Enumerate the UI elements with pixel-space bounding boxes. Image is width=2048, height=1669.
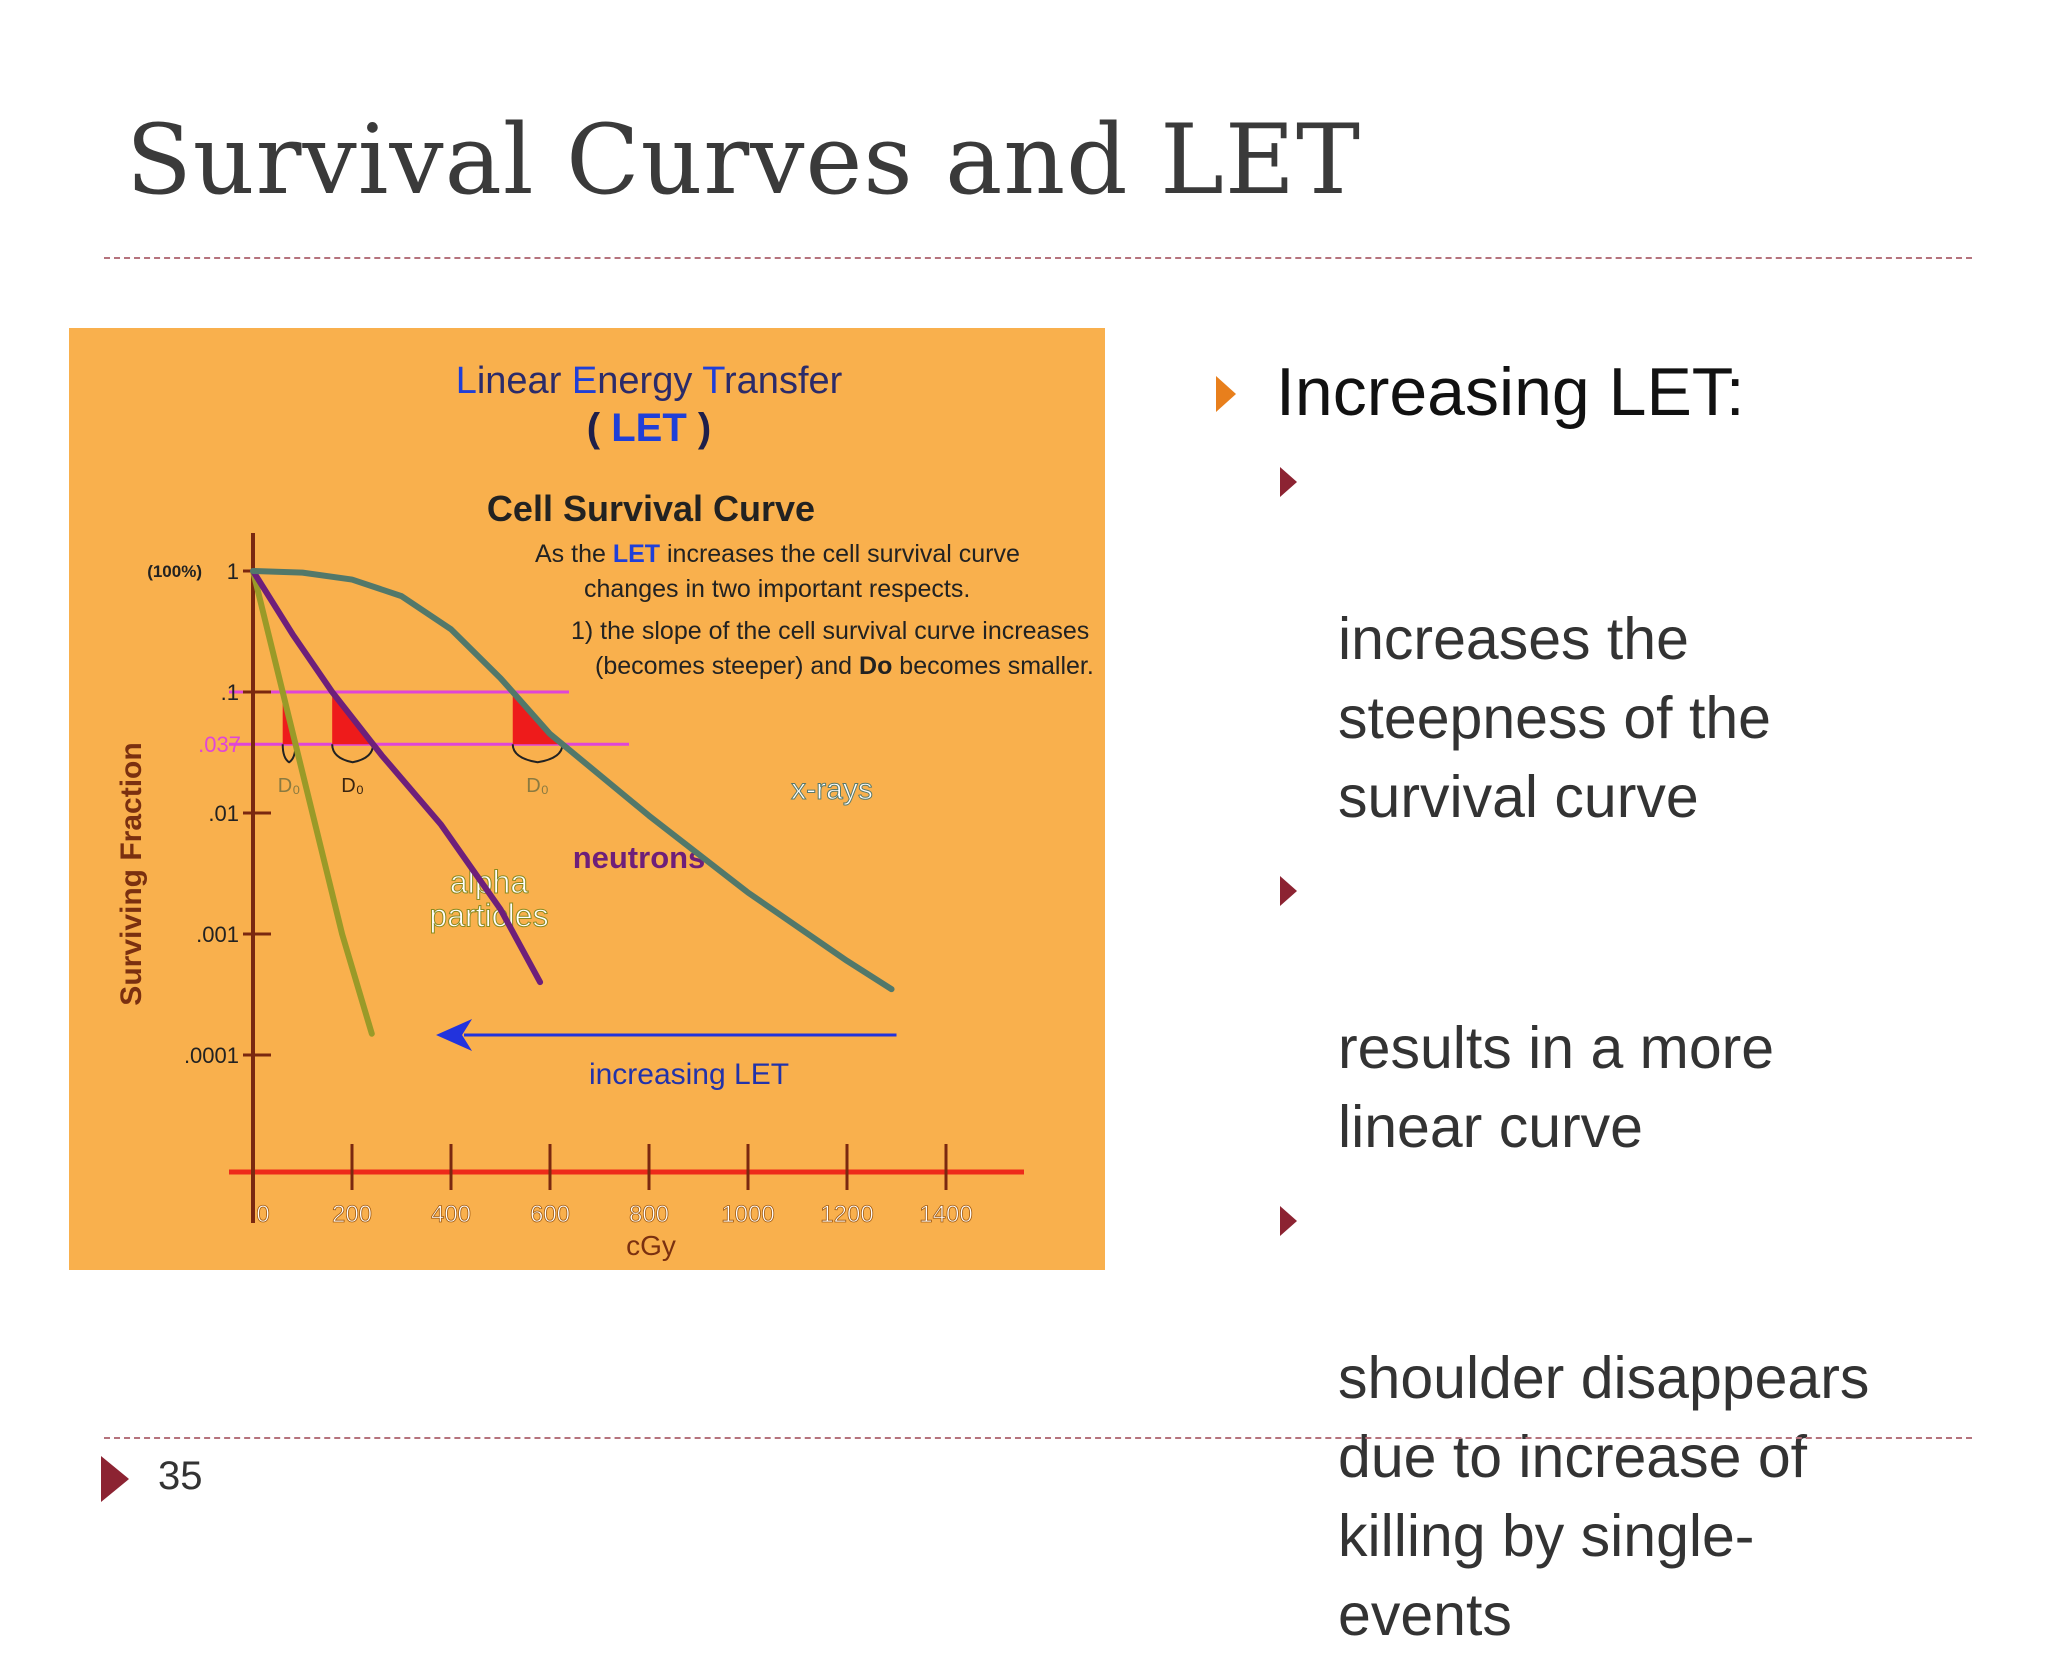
chart-panel: Linear Energy Transfer ( LET ) Cell Surv… [69, 328, 1105, 1270]
x-axis-label: cGy [626, 1230, 676, 1261]
maroon-triangle-bullet-icon [1280, 467, 1297, 497]
chart-subtitle: ( LET ) [587, 406, 711, 450]
chart-title-part: nergy [597, 360, 702, 402]
increasing-let-label: increasing LET [589, 1058, 789, 1091]
survival-curve-chart: Linear Energy Transfer ( LET ) Cell Surv… [115, 360, 1094, 1261]
d0-label: D₀ [278, 775, 301, 797]
x-tick-label: 1400 [919, 1201, 972, 1228]
series-label-line: x-rays [791, 773, 873, 806]
chart-title-part: T [702, 360, 725, 402]
maroon-triangle-bullet-icon [1280, 876, 1297, 906]
series-label: alpha particles [429, 864, 548, 934]
x-tick-label: 400 [431, 1201, 471, 1228]
page-number: 35 [158, 1454, 203, 1498]
plot-area: .037 D₀ D₀ D₀ 0 200 400 600 800 1000 1200 1400 1 .1 .0… [147, 533, 1024, 1228]
x-tick-label: 200 [332, 1201, 372, 1228]
d0-label: D₀ [526, 775, 549, 797]
reference-level-label: .037 [198, 732, 241, 757]
bullet-heading-text: Increasing LET: [1276, 354, 1745, 430]
sub-bullet-text: increases the steepness of the survival … [1338, 606, 1771, 830]
chart-title-part: E [572, 360, 597, 402]
slide-title: Survival Curves and LET [126, 104, 1361, 216]
d0-shaded-region [332, 692, 374, 745]
footer-divider [104, 1437, 1972, 1439]
chart-heading: Cell Survival Curve [487, 488, 815, 529]
chart-note-line-3: 1) the slope of the cell survival curve … [571, 617, 1089, 645]
sub-bullet: shoulder disappears due to increase of k… [1276, 1181, 1990, 1655]
x-tick-label: 800 [629, 1201, 669, 1228]
y-tick-label: .0001 [184, 1043, 239, 1068]
chart-note-line-1: As the LET increases the cell survival c… [535, 540, 1020, 568]
y-axis-label: Surviving Fraction [115, 742, 148, 1005]
d0-label: D₀ [341, 775, 364, 797]
x-tick-label: 0 [256, 1201, 269, 1228]
d0-bracket [511, 744, 564, 764]
chart-title-part: L [456, 360, 477, 402]
series-line-neutrons [250, 568, 544, 986]
bullet-list: Increasing LET: increases the steepness … [1210, 352, 1990, 1669]
d0-bracket [331, 744, 375, 764]
chart-note-line-4: (becomes steeper) and Do becomes smaller… [595, 652, 1094, 680]
sub-bullet: results in a more linear curve [1276, 851, 1990, 1167]
footer-arrow-icon [101, 1456, 129, 1502]
x-tick-label: 1000 [721, 1201, 774, 1228]
chart-title-part: ransfer [724, 360, 843, 402]
increasing-let-arrowhead-icon [436, 1019, 473, 1051]
sub-bullet: increases the steepness of the survival … [1276, 442, 1990, 837]
y-tick-label: 1 [227, 559, 239, 584]
chart-title: Linear Energy Transfer [456, 360, 843, 402]
title-divider [104, 257, 1972, 259]
sub-bullet-text: results in a more linear curve [1338, 1015, 1775, 1160]
sub-bullet-text: shoulder disappears due to increase of k… [1338, 1345, 1870, 1648]
sub-bullet-list: increases the steepness of the survival … [1276, 442, 1990, 1655]
chart-title-part: inear [477, 360, 572, 402]
series-line-alpha-particles [250, 568, 375, 1037]
y-tick-label: .001 [196, 922, 239, 947]
d0-shaded-region [282, 692, 296, 745]
orange-triangle-bullet-icon [1216, 376, 1236, 412]
series-label: x-rays [791, 773, 873, 806]
chart-note-line-2: changes in two important respects. [584, 575, 970, 603]
y-tick-label: .1 [221, 680, 239, 705]
bullet-heading: Increasing LET: [1210, 352, 1990, 432]
x-tick-label: 600 [530, 1201, 570, 1228]
series-label-line: particles [429, 898, 548, 934]
y-top-percent-label: (100%) [147, 562, 202, 581]
x-tick-label: 1200 [820, 1201, 873, 1228]
maroon-triangle-bullet-icon [1280, 1206, 1297, 1236]
series-line-x-rays [250, 568, 895, 993]
y-tick-label: .01 [208, 801, 239, 826]
